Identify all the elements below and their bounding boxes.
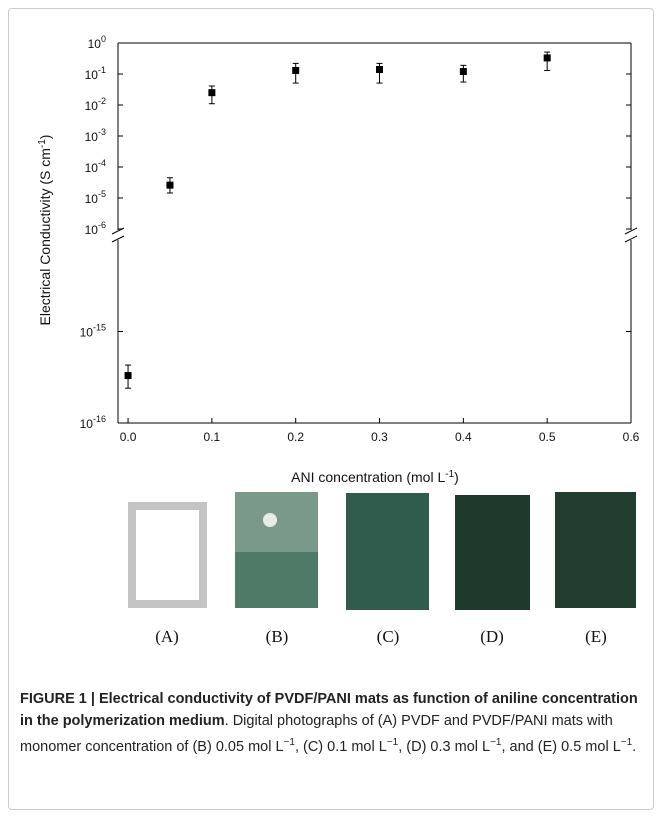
y-tick-exponent: -15 [93,323,106,333]
caption-sup: −1 [386,737,399,748]
y-tick-base: 10 [88,37,102,51]
x-tick-label: 0.0 [120,430,137,444]
y-tick-base: 10 [80,417,94,431]
caption: FIGURE 1 | Electrical conductivity of PV… [20,688,645,758]
y-label-text: Electrical Conductivity (S cm [37,148,53,325]
x-tick-label: 0.6 [623,430,640,444]
caption-sup: −1 [620,737,633,748]
chart: Electrical Conductivity (S cm-1) ANI con… [37,34,640,646]
x-axis-label: ANI concentration (mol L-1) [291,469,459,485]
caption-bold: FIGURE 1 | Electrical conductivity of PV… [20,691,638,729]
caption-text: . [632,738,637,755]
plot-frame [111,42,638,424]
caption-sup: −1 [490,737,502,748]
panel-label: (A) [155,627,179,646]
y-tick-label: 10-6 [85,220,106,237]
panel-label: (B) [266,627,289,646]
y-tick-base: 10 [80,326,94,340]
point [124,372,132,380]
y-tick-exponent: -3 [98,127,106,137]
photo-c [346,493,429,610]
x-tick-label: 0.4 [455,430,472,444]
y-tick-base: 10 [85,68,99,82]
caption-text: , (D) 0.3 mol L [398,738,491,755]
y-tick-exponent: 0 [101,34,106,44]
x-tick-label: 0.5 [539,430,556,444]
y-tick-exponent: -5 [98,189,106,199]
y-tick-label: 100 [88,34,106,51]
y-tick-base: 10 [85,223,99,237]
photo-a [128,502,207,608]
y-label-tail: ) [37,135,53,140]
x-label-text: ANI concentration (mol L [291,469,445,485]
point [166,181,174,189]
point [376,65,384,73]
point [543,54,551,62]
y-label-sup: -1 [37,139,48,148]
figure-frame [8,8,654,810]
y-tick-exponent: -4 [98,158,106,168]
caption-text: . Digital photographs of (A) PVDF and PV… [20,713,613,755]
y-tick-label: 10-15 [80,323,106,340]
x-label-sup: -1 [445,469,454,480]
x-tick-label: 0.3 [371,430,388,444]
photo-e [555,492,636,608]
y-tick-base: 10 [85,130,99,144]
point [208,89,216,97]
y-tick-label: 10-2 [85,96,106,113]
panel-label: (E) [585,627,607,646]
x-tick-label: 0.2 [287,430,304,444]
x-label-tail: ) [454,469,459,485]
y-tick-base: 10 [85,99,99,113]
y-axis-label: Electrical Conductivity (S cm-1) [37,135,53,326]
y-tick-exponent: -6 [98,220,106,230]
photo-panels [128,492,636,610]
photo-d [455,495,530,610]
y-tick-exponent: -16 [93,414,106,424]
caption-text: , and (E) 0.5 mol L [501,738,621,755]
y-tick-exponent: -2 [98,96,106,106]
point [459,68,467,76]
y-tick-base: 10 [85,161,99,175]
panel-label: (D) [480,627,504,646]
y-tick-label: 10-5 [85,189,106,206]
y-tick-label: 10-3 [85,127,106,144]
x-tick-label: 0.1 [204,430,221,444]
panel-label: (C) [377,627,400,646]
photo-b-spot [263,513,277,527]
caption-text: , (C) 0.1 mol L [294,738,387,755]
y-tick-label: 10-4 [85,158,106,175]
y-tick-base: 10 [85,192,99,206]
point [292,66,300,74]
y-tick-label: 10-1 [85,65,106,82]
y-tick-exponent: -1 [98,65,106,75]
y-tick-label: 10-16 [80,414,106,431]
caption-sup: −1 [283,737,295,748]
